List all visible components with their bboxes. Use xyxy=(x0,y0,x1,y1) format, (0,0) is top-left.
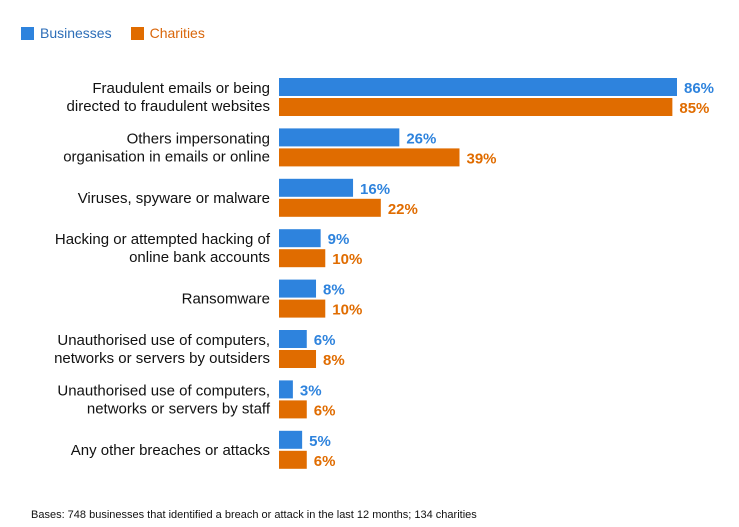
legend-swatch-charities xyxy=(130,26,144,40)
category-label: Ransomware xyxy=(182,291,270,308)
data-label-businesses: 26% xyxy=(406,130,436,147)
legend-swatch-businesses xyxy=(21,26,34,40)
data-label-charities: 6% xyxy=(314,402,336,419)
bar-charities xyxy=(279,400,307,419)
bar-businesses xyxy=(279,178,354,197)
data-label-businesses: 5% xyxy=(309,433,331,450)
bar-businesses xyxy=(279,279,317,298)
data-label-charities: 85% xyxy=(679,100,709,117)
data-label-charities: 6% xyxy=(314,453,336,470)
data-label-charities: 8% xyxy=(323,352,345,369)
category-label: Fraudulent emails or being directed to fr… xyxy=(67,80,270,115)
category-label: Viruses, spyware or malware xyxy=(78,190,270,207)
data-label-charities: 22% xyxy=(388,201,418,218)
bar-charities xyxy=(279,450,307,469)
data-label-businesses: 8% xyxy=(323,282,345,299)
data-label-charities: 10% xyxy=(332,251,362,268)
bar-charities xyxy=(279,198,381,217)
footnote: Bases: 748 businesses that identified a … xyxy=(31,509,477,521)
data-label-businesses: 6% xyxy=(314,332,336,349)
data-label-charities: 39% xyxy=(466,150,496,167)
legend-label-charities: Charities xyxy=(149,25,205,41)
category-label: Others impersonating organisation in emai… xyxy=(63,130,270,165)
category-label: Unauthorised use of computers, networks o… xyxy=(57,382,270,417)
category-label: Unauthorised use of computers, networks o… xyxy=(54,332,270,367)
bar-charities xyxy=(279,299,326,318)
bar-businesses xyxy=(279,380,293,399)
data-label-businesses: 16% xyxy=(360,181,390,198)
bar-businesses xyxy=(279,128,400,147)
legend-item-businesses: Businesses xyxy=(21,25,112,41)
bar-charities xyxy=(279,350,317,368)
bar-charities xyxy=(279,249,326,268)
data-label-businesses: 3% xyxy=(300,382,322,399)
bar-charities xyxy=(279,98,673,116)
bar-businesses xyxy=(279,229,321,248)
legend-label-businesses: Businesses xyxy=(40,25,112,41)
data-label-businesses: 9% xyxy=(328,231,350,248)
legend: Businesses Charities xyxy=(21,25,224,41)
bar-charities xyxy=(279,148,460,167)
bar-businesses xyxy=(279,330,307,348)
bar-businesses xyxy=(279,78,677,96)
data-label-businesses: 86% xyxy=(684,80,714,97)
category-label: Hacking or attempted hacking of online ba… xyxy=(55,231,271,266)
category-label: Any other breaches or attacks xyxy=(71,442,270,459)
bar-businesses xyxy=(279,430,303,449)
data-label-charities: 10% xyxy=(332,302,362,319)
legend-item-charities: Charities xyxy=(130,25,205,41)
